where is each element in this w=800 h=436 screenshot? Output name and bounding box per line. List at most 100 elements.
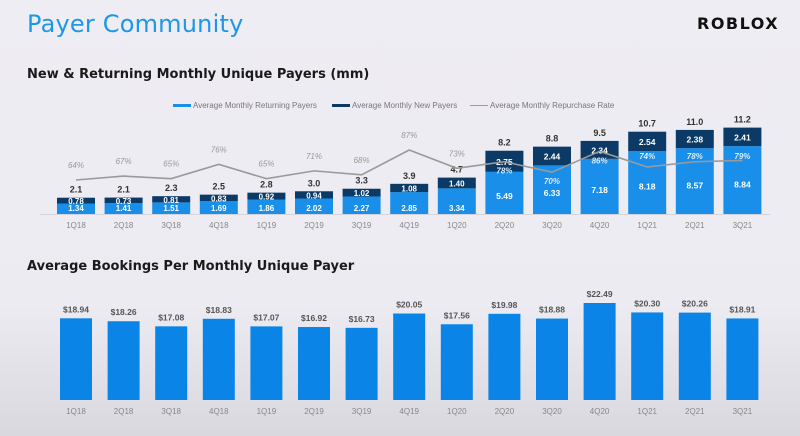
new-value-label: 2.54: [639, 137, 656, 147]
bookings-value-label: $18.94: [63, 304, 89, 314]
new-value-label: 1.40: [449, 179, 465, 188]
total-value-label: 3.0: [308, 178, 321, 188]
payers-category-label: 1Q18: [66, 221, 86, 230]
bookings-category-label: 3Q19: [352, 407, 372, 416]
bookings-value-label: $17.56: [444, 310, 470, 320]
returning-value-label: 7.18: [591, 185, 608, 195]
bookings-category-label: 2Q18: [114, 407, 134, 416]
bookings-value-label: $20.05: [396, 300, 422, 310]
bookings-bar: [107, 321, 140, 400]
bookings-category-label: 3Q18: [161, 407, 181, 416]
page-title: Payer Community: [27, 10, 244, 38]
new-value-label: 0.78: [68, 197, 84, 206]
returning-bar: [723, 146, 762, 214]
bookings-bar: [536, 318, 568, 400]
total-value-label: 4.7: [451, 165, 464, 175]
total-value-label: 2.8: [260, 180, 273, 190]
repurchase-rate-label: 86%: [592, 156, 608, 165]
payers-chart-title: New & Returning Monthly Unique Payers (m…: [27, 67, 370, 82]
new-bar: [57, 197, 95, 204]
returning-value-label: 2.27: [354, 204, 370, 213]
returning-value-label: 3.34: [449, 204, 465, 213]
total-value-label: 8.2: [498, 138, 511, 148]
bookings-bar: [726, 318, 759, 400]
bookings-bar: [298, 327, 330, 400]
repurchase-rate-line: [75, 149, 743, 181]
bookings-category-label: 2Q21: [685, 407, 705, 416]
payers-category-label: 3Q20: [542, 221, 562, 230]
returning-value-label: 2.85: [401, 204, 417, 213]
total-value-label: 2.1: [70, 185, 83, 195]
new-bar: [390, 183, 429, 193]
repurchase-rate-label: 65%: [163, 160, 179, 169]
bookings-bar: [250, 326, 283, 400]
legend-swatch-new: [332, 104, 350, 107]
legend-repurchase: Average Monthly Repurchase Rate: [470, 101, 614, 110]
returning-bar: [152, 202, 191, 214]
repurchase-rate-label: 71%: [306, 152, 322, 161]
bookings-category-label: 4Q19: [399, 407, 419, 416]
total-value-label: 8.8: [546, 134, 559, 144]
new-bar: [675, 129, 714, 149]
new-value-label: 2.38: [687, 135, 704, 145]
returning-bar: [342, 196, 381, 214]
returning-bar: [580, 158, 619, 214]
payers-category-label: 2Q19: [304, 221, 324, 230]
returning-bar: [57, 203, 95, 214]
bookings-bar: [345, 327, 378, 400]
repurchase-rate-label: 79%: [734, 152, 750, 161]
repurchase-rate-label: 87%: [401, 131, 417, 140]
bookings-category-label: 1Q20: [447, 407, 467, 416]
returning-bar: [437, 188, 476, 214]
bookings-bar: [60, 318, 92, 400]
returning-bar: [295, 198, 333, 214]
new-bar: [295, 191, 333, 199]
bookings-category-label: 3Q21: [733, 407, 753, 416]
payers-category-label: 1Q19: [257, 221, 277, 230]
total-value-label: 2.5: [213, 182, 226, 192]
payers-category-label: 2Q21: [685, 221, 705, 230]
returning-value-label: 2.02: [306, 204, 322, 213]
new-value-label: 0.94: [306, 191, 322, 200]
bookings-value-label: $19.98: [491, 300, 517, 310]
new-value-label: 0.92: [259, 193, 275, 202]
new-value-label: 0.81: [163, 196, 179, 205]
new-value-label: 2.34: [591, 145, 608, 155]
bookings-bar: [202, 318, 235, 400]
bookings-category-label: 4Q20: [590, 407, 610, 416]
total-value-label: 11.0: [686, 117, 703, 127]
bookings-value-label: $22.49: [587, 289, 613, 299]
total-value-label: 10.7: [638, 119, 656, 129]
payers-category-label: 4Q18: [209, 221, 229, 230]
total-value-label: 2.3: [165, 183, 178, 193]
bookings-category-label: 4Q18: [209, 407, 229, 416]
new-bar: [723, 127, 762, 147]
repurchase-rate-label: 70%: [544, 177, 560, 186]
total-value-label: 3.3: [355, 176, 368, 186]
new-value-label: 2.44: [544, 152, 561, 162]
total-value-label: 3.9: [403, 171, 416, 181]
repurchase-rate-label: 68%: [354, 156, 370, 165]
returning-bar: [628, 151, 667, 214]
new-value-label: 0.73: [116, 197, 132, 206]
new-bar: [533, 146, 571, 166]
bookings-category-label: 2Q19: [304, 407, 324, 416]
roblox-logo: ROBLOX: [697, 14, 780, 33]
bookings-value-label: $18.26: [111, 307, 137, 317]
returning-value-label: 8.57: [687, 180, 704, 190]
new-value-label: 1.02: [354, 189, 370, 198]
returning-value-label: 5.49: [496, 191, 513, 201]
payers-category-label: 1Q20: [447, 221, 467, 230]
legend-label-new: Average Monthly New Payers: [352, 101, 458, 110]
new-bar: [152, 196, 191, 203]
new-bar: [199, 194, 238, 202]
returning-value-label: 1.86: [259, 204, 275, 213]
bookings-bar: [583, 303, 616, 400]
repurchase-rate-label: 65%: [258, 160, 274, 169]
returning-value-label: 6.33: [544, 188, 561, 198]
repurchase-rate-label: 67%: [116, 157, 132, 166]
repurchase-rate-label: 76%: [211, 145, 227, 154]
bookings-bar: [393, 313, 426, 400]
bookings-category-label: 1Q19: [257, 407, 277, 416]
